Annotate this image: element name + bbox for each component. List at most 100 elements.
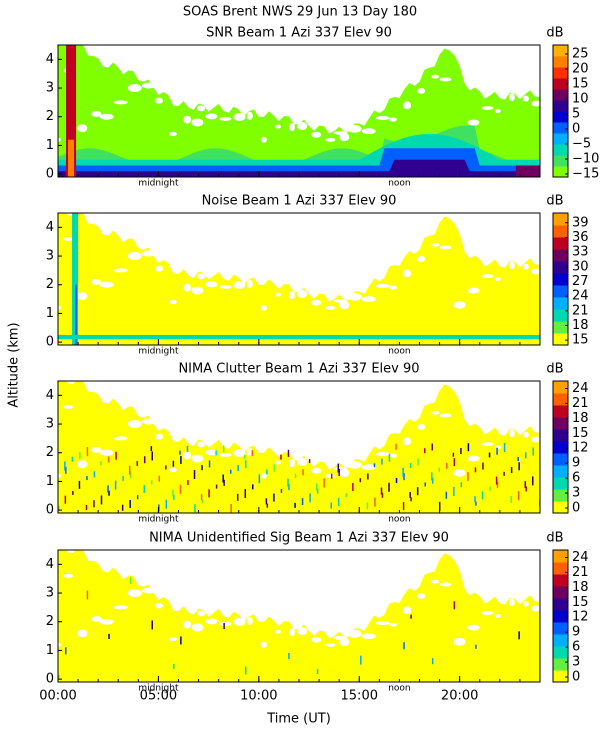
colorbar-tick-label: 0 [572, 670, 580, 685]
gap [155, 433, 164, 440]
speck [208, 460, 211, 468]
speck [337, 463, 340, 473]
colorbar-segment [553, 144, 568, 156]
gap [522, 600, 529, 607]
gap [403, 101, 412, 110]
speck [229, 469, 232, 474]
speck [172, 489, 174, 497]
x-tick-label: 05:00 [140, 689, 177, 704]
colorbar-tick-label: 21 [572, 565, 589, 580]
speck [495, 476, 498, 485]
gap [403, 437, 412, 446]
speck [93, 500, 95, 508]
colorbar-segment [553, 249, 568, 262]
gap [91, 615, 102, 622]
gap [58, 642, 61, 647]
speck [179, 450, 181, 455]
speck [86, 590, 89, 600]
speck [122, 475, 124, 481]
y-tick-label: 0 [46, 167, 54, 182]
gap [339, 301, 350, 310]
speck [488, 452, 491, 458]
gap [191, 286, 204, 295]
gap [333, 298, 348, 303]
annotation: noon [388, 179, 410, 189]
colorbar-tick-label: 21 [572, 303, 589, 318]
annotation: midnight [138, 684, 179, 694]
speck [129, 471, 132, 479]
stripe [515, 165, 540, 177]
colorbar-segment [553, 297, 568, 310]
colorbar-segment [553, 634, 568, 647]
colorbar-tick-label: 0 [572, 501, 580, 516]
gap [297, 627, 308, 636]
speck [352, 482, 354, 491]
gap [205, 449, 218, 456]
gap [481, 274, 494, 279]
gap [439, 245, 452, 250]
gap [246, 447, 253, 456]
speck [402, 502, 405, 511]
gap [333, 130, 348, 135]
speck [308, 459, 311, 464]
gap [77, 124, 88, 133]
colorbar-segment [553, 56, 568, 68]
colorbar-frame [552, 212, 569, 346]
colorbar-tick-label: 6 [572, 640, 580, 655]
gap [58, 305, 61, 310]
gap [531, 268, 540, 275]
y-tick-label: 2 [46, 277, 54, 292]
gap [311, 131, 322, 138]
gap [197, 441, 206, 448]
gap [219, 284, 232, 289]
colorbar-segment [553, 453, 568, 466]
speck [388, 482, 390, 492]
speck [288, 653, 290, 660]
speck [230, 503, 232, 513]
speck [280, 454, 282, 460]
colorbar-segment [553, 133, 568, 145]
speck [287, 478, 289, 487]
gap [183, 620, 192, 629]
colorbar-tick-label: 9 [572, 456, 580, 471]
gap [508, 261, 515, 270]
y-tick-label: 3 [46, 417, 54, 432]
panel-title: Noise Beam 1 Azi 337 Elev 90 [202, 194, 397, 209]
speck [460, 482, 463, 488]
speck [151, 451, 153, 461]
speck [64, 495, 67, 504]
gap [375, 452, 390, 457]
speck [315, 483, 318, 491]
gap [233, 280, 246, 289]
colorbar-segment [553, 122, 568, 134]
y-tick-label: 3 [46, 249, 54, 264]
speck [266, 503, 269, 508]
colorbar-tick-label: 18 [572, 318, 589, 333]
stripe [68, 139, 75, 177]
colorbar-tick-label: 30 [572, 259, 589, 274]
speck [273, 493, 275, 502]
gap [467, 455, 480, 462]
gap [439, 413, 452, 418]
gap [197, 610, 206, 617]
gap [155, 97, 164, 104]
speck [431, 477, 434, 484]
gap [522, 263, 529, 270]
speck [173, 494, 175, 500]
gap [325, 137, 336, 142]
gap [99, 281, 114, 288]
gap [58, 473, 61, 478]
colorbar-tick-label: 18 [572, 411, 589, 426]
speck [482, 462, 484, 470]
speck [453, 601, 456, 610]
gap [439, 77, 452, 82]
speck [251, 450, 254, 457]
gap [494, 277, 501, 281]
gap [99, 618, 114, 625]
speck [532, 476, 534, 486]
speck [309, 493, 311, 503]
gap [481, 106, 494, 111]
speck [439, 501, 441, 511]
colorbar-tick-label: 15 [572, 333, 589, 348]
